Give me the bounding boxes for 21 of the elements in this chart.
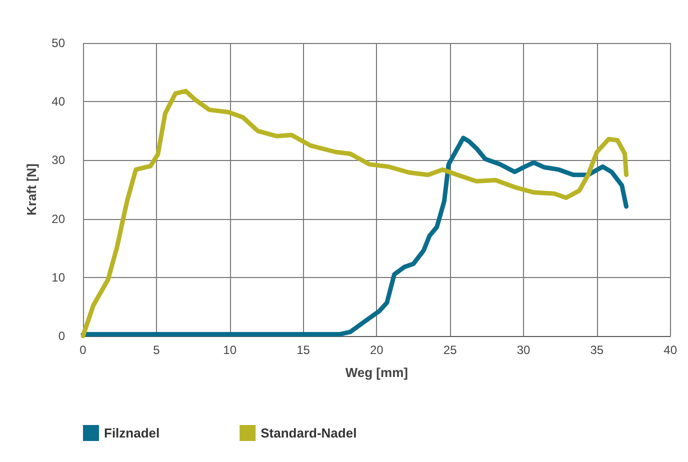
- x-tick-label: 10: [223, 343, 237, 357]
- x-tick-label: 35: [590, 343, 604, 357]
- x-tick-label: 15: [296, 343, 310, 357]
- y-tick-label: 30: [52, 153, 66, 168]
- x-tick-label: 40: [664, 343, 678, 357]
- x-tick-label: 30: [516, 343, 530, 357]
- y-tick-label: 10: [52, 270, 66, 284]
- line-series: [80, 88, 629, 338]
- x-tick-label: 20: [370, 343, 384, 357]
- x-tick-label: 25: [443, 343, 458, 357]
- legend-label: Filznadel: [104, 426, 160, 440]
- y-axis-title: Kraft [N]: [24, 164, 39, 216]
- y-tick-label: 40: [52, 94, 66, 109]
- x-tick-label: 5: [153, 343, 160, 357]
- x-axis-title: Weg [mm]: [345, 365, 408, 380]
- y-tick-label: 0: [58, 329, 66, 343]
- y-tick-label: 50: [52, 36, 66, 50]
- x-tick-label: 0: [80, 343, 87, 357]
- line-series: [80, 136, 629, 336]
- legend-label: Standard-Nadel: [260, 426, 357, 440]
- y-tick-label: 20: [52, 212, 66, 226]
